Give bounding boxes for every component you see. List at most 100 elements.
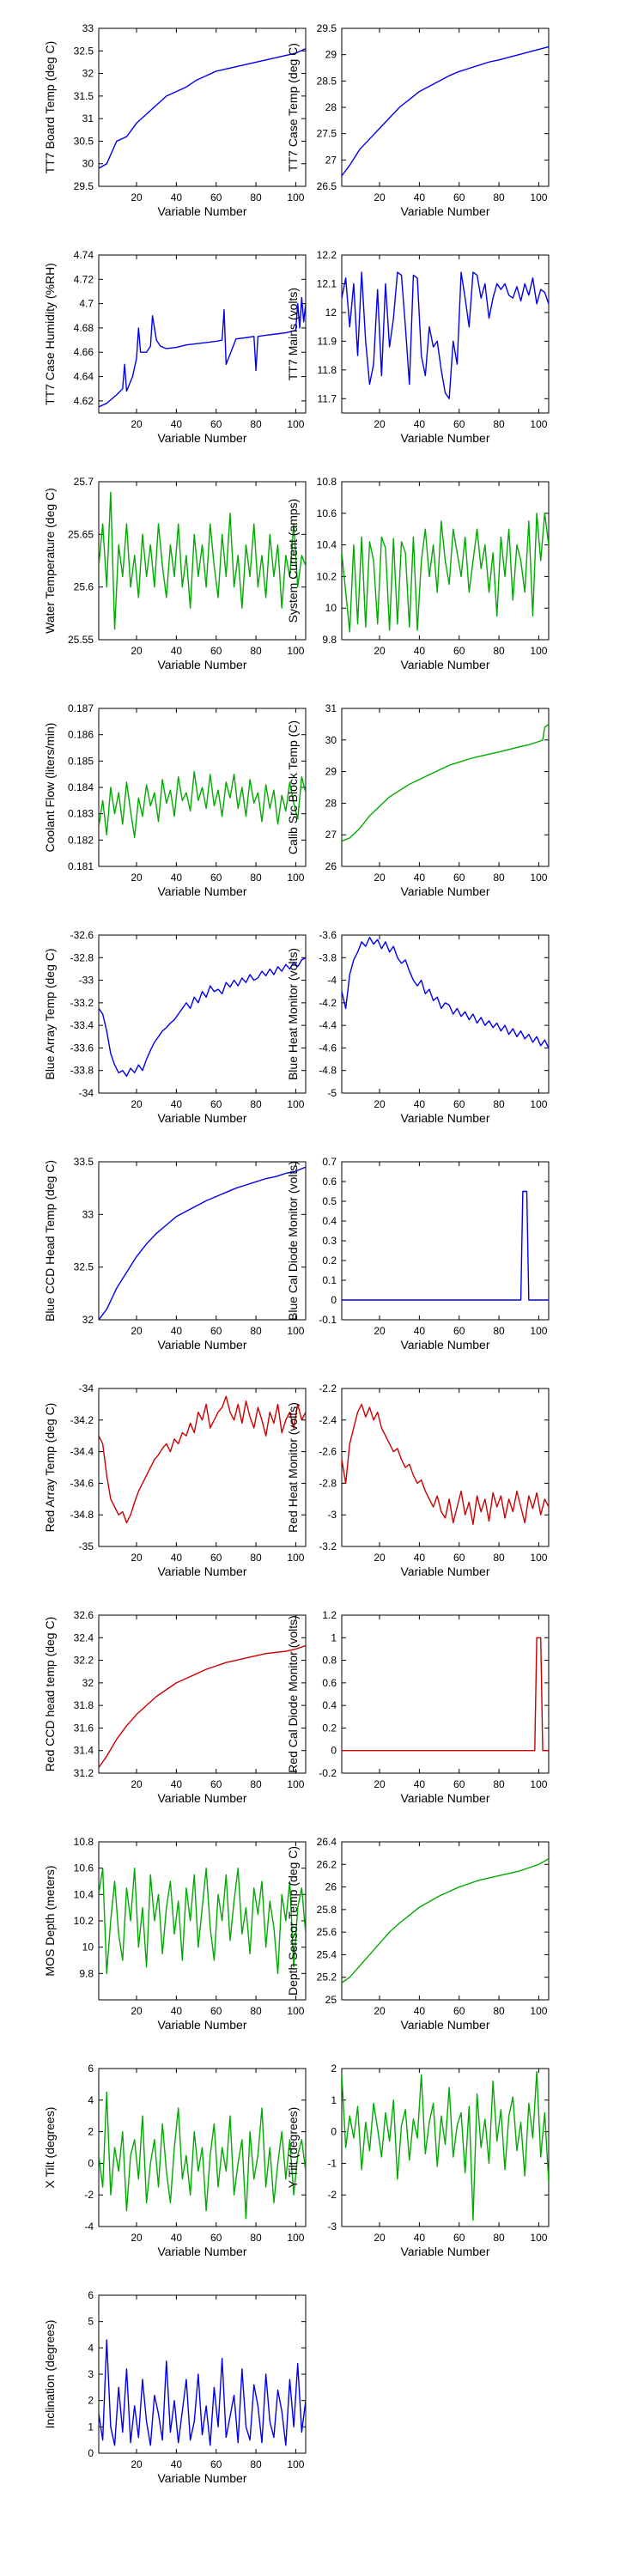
x-tick-label: 80 (250, 1098, 262, 1110)
x-tick-label: 40 (171, 191, 183, 204)
y-tick-label: -34.8 (70, 1509, 94, 1521)
x-tick-label: 100 (287, 2005, 304, 2017)
y-tick-label: 1 (88, 2421, 94, 2433)
x-tick-label: 80 (493, 872, 505, 884)
plot-frame (341, 708, 550, 867)
series-line (99, 1644, 306, 1768)
series-line (342, 271, 549, 399)
y-tick-label: 0.8 (322, 1655, 337, 1667)
y-tick-label: -35 (79, 1540, 94, 1552)
y-tick-label: 25.4 (317, 1948, 337, 1960)
x-axis-label: Variable Number (400, 1338, 489, 1352)
x-tick-label: 20 (374, 2232, 386, 2244)
x-tick-label: 60 (453, 2232, 465, 2244)
plot-frame (98, 1161, 307, 1321)
chart-18: 25 25.2 25.4 25.6 25.8 26 26.2 26.4 20 40 60 80 100 V… (286, 1836, 550, 2032)
x-tick-label: 60 (453, 1098, 465, 1110)
chart-3: 4.62 4.64 4.66 4.68 4.7 4.72 4.74 20 40 60 80 100 Va… (43, 249, 307, 445)
x-tick-label: 40 (171, 1098, 183, 1110)
y-tick-label: 0.183 (68, 808, 94, 820)
y-tick-label: 4 (88, 2342, 94, 2354)
x-tick-label: 60 (453, 645, 465, 657)
x-tick-label: 100 (530, 1098, 547, 1110)
x-tick-label: 20 (131, 1325, 143, 1337)
y-tick-label: 4.64 (74, 371, 94, 383)
y-tick-label: 4.7 (79, 298, 94, 310)
y-tick-label: -3 (327, 1509, 337, 1521)
series-line (342, 723, 549, 842)
y-tick-label: -3.6 (319, 929, 337, 941)
y-tick-label: 0.5 (322, 1195, 337, 1207)
x-tick-label: 20 (374, 418, 386, 430)
chart-6: 9.8 10 10.2 10.4 10.6 10.8 20 40 60 80 100 Variable… (286, 476, 550, 671)
y-tick-label: 0.4 (322, 1215, 337, 1227)
series-line (342, 513, 549, 633)
y-tick-label: 0.186 (68, 729, 94, 741)
x-tick-label: 100 (287, 2458, 304, 2470)
x-tick-label: 100 (287, 1098, 304, 1110)
chart-20: -3 -2 -1 0 1 2 20 40 60 80 100 Variable Number Y Til… (286, 2063, 550, 2258)
x-axis-label: Variable Number (400, 658, 489, 671)
y-tick-label: 31.2 (74, 1767, 94, 1779)
y-tick-label: 0.4 (322, 1699, 337, 1711)
x-tick-label: 20 (374, 1098, 386, 1110)
x-tick-label: 60 (210, 645, 222, 657)
y-tick-label: 0 (331, 2126, 337, 2138)
y-tick-label: 10.4 (74, 1888, 94, 1900)
series-line (342, 1858, 549, 1984)
y-tick-label: -4.8 (319, 1065, 337, 1077)
plot-frame (341, 1161, 550, 1321)
y-tick-label: 4.68 (74, 322, 94, 334)
x-tick-label: 20 (374, 2005, 386, 2017)
y-tick-label: -4.6 (319, 1042, 337, 1054)
x-tick-label: 100 (287, 418, 304, 430)
y-tick-label: 32 (82, 1677, 94, 1689)
x-tick-label: 20 (131, 872, 143, 884)
y-tick-label: 0.182 (68, 834, 94, 846)
y-tick-label: 0.185 (68, 755, 94, 767)
y-tick-label: -34 (79, 1087, 94, 1099)
y-tick-label: -33.4 (70, 1019, 94, 1031)
plot-frame (341, 1614, 550, 1774)
y-tick-label: 27 (325, 154, 337, 166)
x-tick-label: 20 (131, 418, 143, 430)
x-axis-label: Variable Number (400, 1564, 489, 1578)
y-tick-label: -2.2 (319, 1382, 337, 1394)
y-tick-label: 25.2 (317, 1971, 337, 1984)
x-tick-label: 60 (453, 418, 465, 430)
chart-16: -0.2 0 0.2 0.4 0.6 0.8 1 1.2 20 40 60 80 100 Variable… (286, 1609, 550, 1805)
x-tick-label: 20 (374, 1552, 386, 1564)
y-axis-label: TT7 Case Humidity (%RH) (43, 263, 57, 405)
x-tick-label: 40 (414, 1552, 426, 1564)
x-tick-label: 100 (287, 645, 304, 657)
x-tick-label: 40 (171, 2005, 183, 2017)
chart-10: -5 -4.8 -4.6 -4.4 -4.2 -4 -3.8 -3.6 20 40 60 80 100 V… (286, 929, 550, 1125)
x-tick-label: 60 (210, 2232, 222, 2244)
x-tick-label: 60 (210, 1098, 222, 1110)
chart-7: 0.181 0.182 0.183 0.184 0.185 0.186 0.187 20 40 6… (43, 702, 307, 898)
y-tick-label: 10.8 (74, 1836, 94, 1848)
x-tick-label: 40 (171, 872, 183, 884)
y-tick-label: 10.6 (74, 1862, 94, 1874)
y-tick-label: 32.2 (74, 1655, 94, 1667)
y-tick-label: -34.6 (70, 1477, 94, 1489)
x-tick-label: 100 (287, 1325, 304, 1337)
y-tick-label: 0.6 (322, 1677, 337, 1689)
x-tick-label: 60 (453, 1552, 465, 1564)
x-axis-label: Variable Number (400, 431, 489, 445)
y-tick-label: 10.8 (317, 476, 337, 488)
y-tick-label: 10.2 (74, 1915, 94, 1927)
y-tick-label: 4.66 (74, 346, 94, 358)
x-tick-label: 100 (530, 1552, 547, 1564)
series-line (99, 2339, 306, 2446)
y-tick-label: 25.6 (317, 1926, 337, 1938)
series-line (99, 770, 306, 838)
y-tick-label: 26.4 (317, 1836, 337, 1848)
x-tick-label: 80 (493, 1325, 505, 1337)
y-tick-label: 29.5 (317, 22, 337, 34)
x-tick-label: 60 (453, 1778, 465, 1790)
x-tick-label: 100 (287, 872, 304, 884)
y-tick-label: 29.5 (74, 180, 94, 192)
x-tick-label: 40 (414, 645, 426, 657)
y-tick-label: 30 (82, 158, 94, 170)
